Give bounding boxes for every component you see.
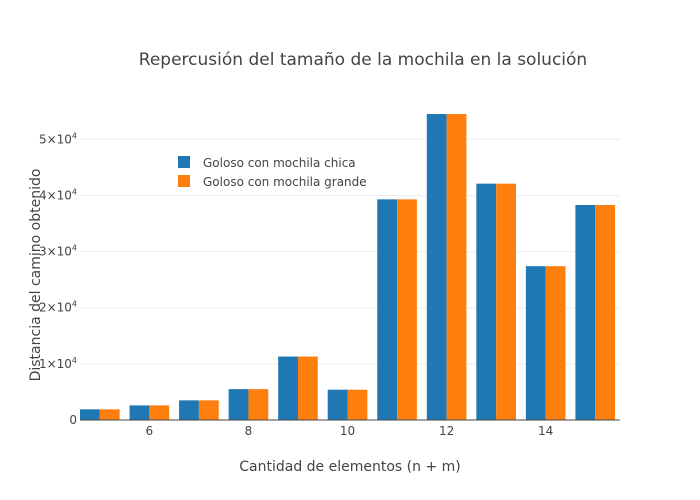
x-axis-title: Cantidad de elementos (n + m) xyxy=(239,459,460,475)
bar-small[interactable] xyxy=(426,114,447,420)
tick-labels: 6 8 10 12 14 0 1×104 2×104 3×104 4×104 5×104 xyxy=(39,131,553,438)
legend[interactable]: Goloso con mochila chica Goloso con moch… xyxy=(178,156,367,189)
y-tick-label: 5×104 xyxy=(39,131,77,146)
y-tick-label: 1×104 xyxy=(39,356,77,371)
bar-large[interactable] xyxy=(595,204,616,420)
y-tick-label: 0 xyxy=(69,413,77,427)
legend-label-small: Goloso con mochila chica xyxy=(203,156,356,170)
x-tick-label: 10 xyxy=(340,424,355,438)
bar-small[interactable] xyxy=(377,199,398,420)
y-tick-label: 4×104 xyxy=(39,187,77,202)
bar-small[interactable] xyxy=(80,409,100,420)
bar-large[interactable] xyxy=(397,199,417,420)
bar-small[interactable] xyxy=(575,204,596,420)
bar-large[interactable] xyxy=(248,389,269,420)
bar-small[interactable] xyxy=(525,266,546,420)
bar-small[interactable] xyxy=(327,389,348,420)
bar-large[interactable] xyxy=(496,183,516,420)
bar-small[interactable] xyxy=(278,356,298,420)
chart-title: Repercusión del tamaño de la mochila en … xyxy=(139,50,587,70)
bar-small[interactable] xyxy=(179,400,199,420)
bar-small[interactable] xyxy=(228,389,249,420)
bar-small[interactable] xyxy=(129,405,150,420)
bar-small[interactable] xyxy=(476,183,497,420)
y-axis-title: Distancia del camino obtenido xyxy=(28,169,44,382)
bar-large[interactable] xyxy=(198,400,219,420)
bar-large[interactable] xyxy=(446,114,467,420)
bar-large[interactable] xyxy=(99,409,120,420)
legend-label-large: Goloso con mochila grande xyxy=(203,175,367,189)
legend-swatch-large xyxy=(178,175,190,187)
bar-large[interactable] xyxy=(297,356,318,420)
legend-swatch-small xyxy=(178,156,190,168)
bars xyxy=(80,114,616,420)
y-tick-label: 3×104 xyxy=(39,244,77,259)
y-tick-label: 2×104 xyxy=(39,300,77,315)
bar-large[interactable] xyxy=(149,405,170,420)
bar-large[interactable] xyxy=(545,266,566,420)
bar-large[interactable] xyxy=(347,389,368,420)
x-tick-label: 14 xyxy=(538,424,553,438)
x-tick-label: 12 xyxy=(439,424,454,438)
x-tick-label: 6 xyxy=(146,424,154,438)
x-tick-label: 8 xyxy=(245,424,253,438)
